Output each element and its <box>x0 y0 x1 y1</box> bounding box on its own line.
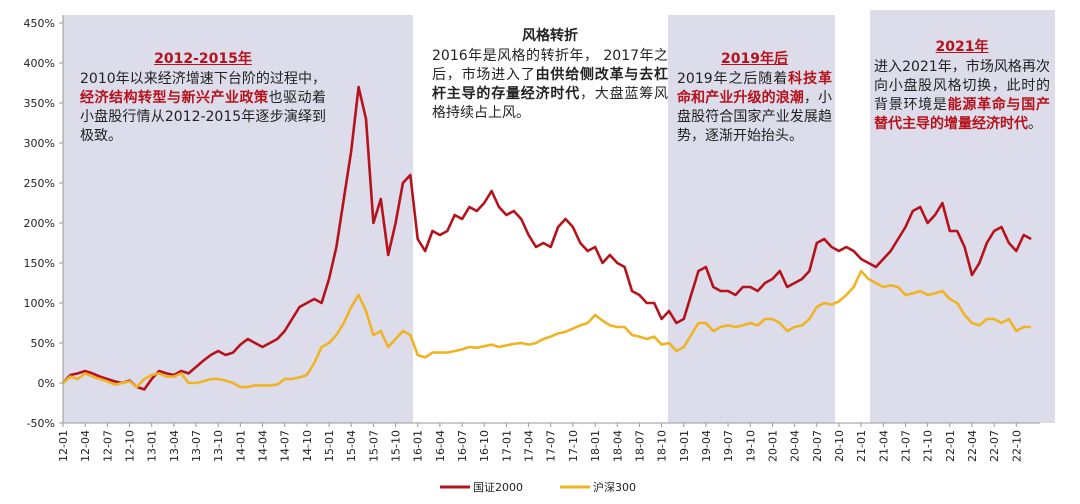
y-tick-label: 300% <box>24 137 55 150</box>
legend-label: 国证2000 <box>473 481 523 494</box>
annotation: 2012-2015年 2010年以来经济增速下台阶的过程中， 经济结构转型与新兴产业… <box>80 50 326 146</box>
y-tick-label: 450% <box>24 17 55 30</box>
annotation-text: 2010年以来经济增速下台阶的过程中， <box>80 71 326 87</box>
x-tick-label: 18-01 <box>589 430 602 462</box>
series-line <box>62 269 1032 389</box>
y-tick-label: 150% <box>24 257 55 270</box>
annotation-text: ，大盘蓝筹风格持续占上风。 <box>432 86 668 121</box>
annotation-highlight: 能源革命与国产替代主导的增量经济时代 <box>874 97 1051 132</box>
x-tick-label: 17-04 <box>523 430 536 462</box>
x-tick-label: 21-07 <box>899 430 912 462</box>
annotation: 2019年后 2019年之后随着科技革命和产业升级的浪潮，小盘股符合国家产业发展趋… <box>677 50 832 146</box>
shade <box>63 15 413 423</box>
x-tick-label: 14-10 <box>301 430 314 462</box>
x-tick-label: 21-04 <box>877 430 890 462</box>
x-tick-label: 20-04 <box>789 430 802 462</box>
x-tick-label: 19-10 <box>744 430 757 462</box>
x-tick-label: 22-10 <box>1010 430 1023 462</box>
x-tick-label: 12-01 <box>57 430 70 462</box>
annotation: 2021年进入2021年，市场风格再次向小盘股风格切换，此时的背景环境是能源革命… <box>874 38 1050 134</box>
x-tick-label: 13-04 <box>168 430 181 462</box>
x-tick-label: 20-07 <box>811 430 824 462</box>
annotation-title: 2021年 <box>935 39 989 55</box>
legend-label: 沪深300 <box>593 480 636 494</box>
x-tick-label: 12-10 <box>124 430 137 462</box>
annotation-highlight: 科技革命和产业升级的浪潮 <box>677 71 832 106</box>
shade <box>668 15 835 423</box>
annotation-title: 2019年后 <box>721 51 788 67</box>
x-tick-label: 13-07 <box>190 430 203 462</box>
x-tick-label: 14-04 <box>257 430 270 462</box>
annotation: 风格转折 2016年是风格的转折年， 2017年之后，市场进入了由供给侧改革与去杠… <box>432 27 668 123</box>
x-tick-label: 19-04 <box>700 430 713 462</box>
x-tick-label: 19-07 <box>722 430 735 462</box>
y-tick-label: 350% <box>24 97 55 110</box>
annotation-title: 风格转折 <box>522 28 578 44</box>
x-tick-label: 12-04 <box>79 430 92 462</box>
series-line <box>62 85 1032 391</box>
x-tick-label: 22-04 <box>966 430 979 462</box>
x-tick-label: 22-07 <box>988 430 1001 462</box>
annotation-text: 2019年之后随着 <box>677 71 789 87</box>
x-tick-label: 14-07 <box>279 430 292 462</box>
x-tick-label: 16-07 <box>456 430 469 462</box>
x-tick-label: 21-10 <box>922 430 935 462</box>
y-tick-label: 100% <box>24 297 55 310</box>
x-tick-label: 15-07 <box>367 430 380 462</box>
x-tick-label: 13-10 <box>212 430 225 462</box>
x-tick-label: 15-04 <box>345 430 358 462</box>
x-tick-label: 15-10 <box>390 430 403 462</box>
x-tick-label: 18-10 <box>656 430 669 462</box>
x-tick-label: 22-01 <box>944 430 957 462</box>
annotation-title: 2012-2015年 <box>154 51 252 67</box>
annotation-highlight: 经济结构转型与新兴产业政策 <box>80 90 269 106</box>
x-tick-label: 17-01 <box>500 430 513 462</box>
y-tick-label: -50% <box>27 417 55 430</box>
x-tick-label: 20-01 <box>766 430 779 462</box>
x-tick-label: 19-01 <box>678 430 691 462</box>
x-tick-label: 17-10 <box>567 430 580 462</box>
annotation-text: 也驱动着小盘股行情从2012-2015年逐步演绎到极致。 <box>80 90 326 144</box>
x-tick-label: 16-10 <box>478 430 491 462</box>
annotation-text: ，小盘股符合国家产业发展趋势，逐渐开始抬头。 <box>677 90 833 144</box>
y-tick-label: 0% <box>38 377 55 390</box>
x-tick-label: 20-10 <box>833 430 846 462</box>
x-tick-label: 16-04 <box>434 430 447 462</box>
shade <box>870 10 1055 423</box>
x-tick-label: 14-01 <box>234 430 247 462</box>
x-tick-label: 12-07 <box>101 430 114 462</box>
x-tick-label: 21-01 <box>855 430 868 462</box>
x-tick-label: 16-01 <box>412 430 425 462</box>
annotation-highlight: 由供给侧改革与去杠杆主导的存量经济时代 <box>432 67 669 102</box>
x-tick-label: 15-01 <box>323 430 336 462</box>
x-tick-label: 13-01 <box>146 430 159 462</box>
annotation-text: 进入2021年，市场风格再次向小盘股风格切换，此时的背景环境是 <box>874 59 1050 113</box>
annotation-text: 。 <box>1028 116 1042 132</box>
x-tick-label: 17-07 <box>545 430 558 462</box>
y-tick-label: 200% <box>24 217 55 230</box>
y-tick-label: 400% <box>24 57 55 70</box>
y-tick-label: 250% <box>24 177 55 190</box>
annotation-text: 2016年是风格的转折年， 2017年之后，市场进入了 <box>432 48 668 83</box>
y-tick-label: 50% <box>31 337 55 350</box>
x-tick-label: 18-07 <box>633 430 646 462</box>
x-tick-label: 18-04 <box>611 430 624 462</box>
